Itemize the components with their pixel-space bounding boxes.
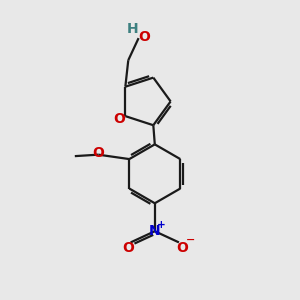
Text: O: O [113,112,125,126]
Text: O: O [122,241,134,255]
Text: O: O [176,241,188,255]
Text: O: O [138,30,150,44]
Text: +: + [157,220,166,230]
Text: O: O [92,146,104,160]
Text: H: H [126,22,138,36]
Text: N: N [149,224,160,238]
Text: −: − [185,235,195,245]
